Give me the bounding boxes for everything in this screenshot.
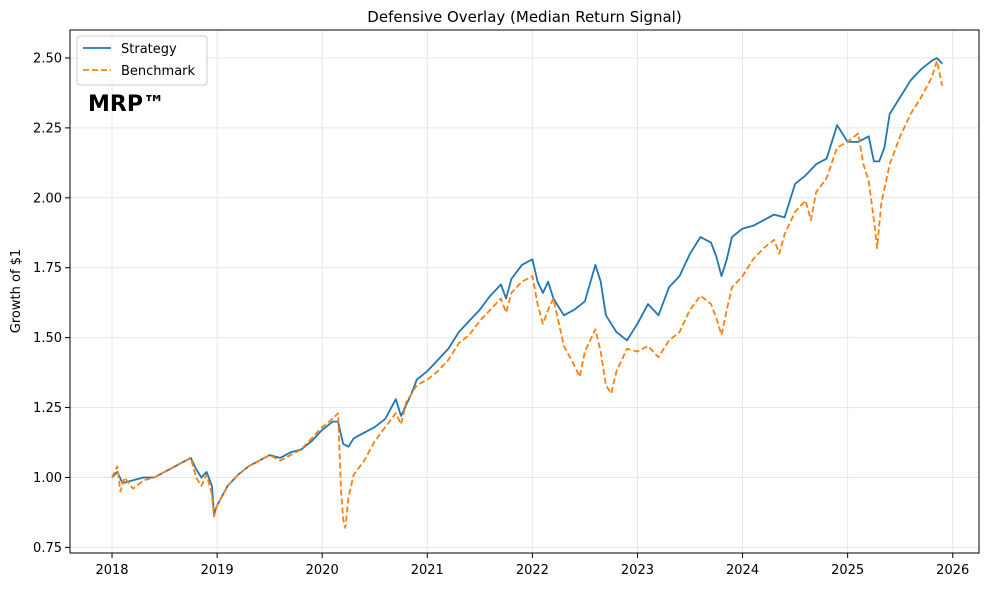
y-tick-label: 0.75: [33, 541, 62, 556]
x-tick-label: 2026: [936, 563, 969, 578]
x-tick-label: 2024: [726, 563, 759, 578]
legend-label-benchmark: Benchmark: [121, 64, 196, 79]
x-tick-label: 2023: [621, 563, 654, 578]
legend-label-strategy: Strategy: [121, 42, 177, 57]
y-tick-label: 2.50: [33, 51, 62, 66]
y-tick-label: 2.25: [33, 121, 62, 136]
chart-title: Defensive Overlay (Median Return Signal): [367, 8, 681, 26]
x-tick-label: 2018: [95, 563, 128, 578]
series-line-benchmark: [111, 59, 944, 529]
series-lines: [111, 57, 944, 529]
legend: Strategy Benchmark: [76, 35, 208, 86]
x-tick-label: 2019: [201, 563, 234, 578]
watermark-text: MRP™: [88, 92, 165, 117]
x-tick-label: 2025: [831, 563, 864, 578]
y-tick-label: 1.50: [33, 331, 62, 346]
y-tick-label: 1.25: [33, 401, 62, 416]
grid: [70, 30, 979, 553]
y-axis-label: Growth of $1: [9, 249, 24, 333]
x-tick-label: 2022: [516, 563, 549, 578]
y-tick-label: 1.75: [33, 261, 62, 276]
y-tick-label: 2.00: [33, 191, 62, 206]
x-tick-label: 2021: [411, 563, 444, 578]
y-tick-label: 1.00: [33, 471, 62, 486]
x-tick-label: 2020: [306, 563, 339, 578]
axis-ticks: 2018 2019 2020 2021 2022 2023 2024 2025 2026 0.75…: [33, 51, 969, 578]
plot-frame: [69, 29, 980, 554]
